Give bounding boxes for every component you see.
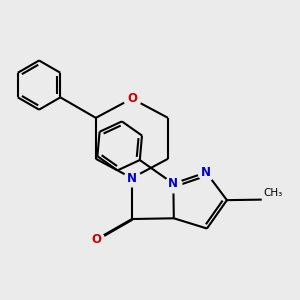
Text: O: O [127, 92, 137, 105]
Text: N: N [168, 177, 178, 190]
Text: N: N [127, 172, 137, 184]
Text: N: N [201, 166, 211, 179]
Text: O: O [91, 233, 101, 246]
Text: CH₃: CH₃ [264, 188, 283, 198]
